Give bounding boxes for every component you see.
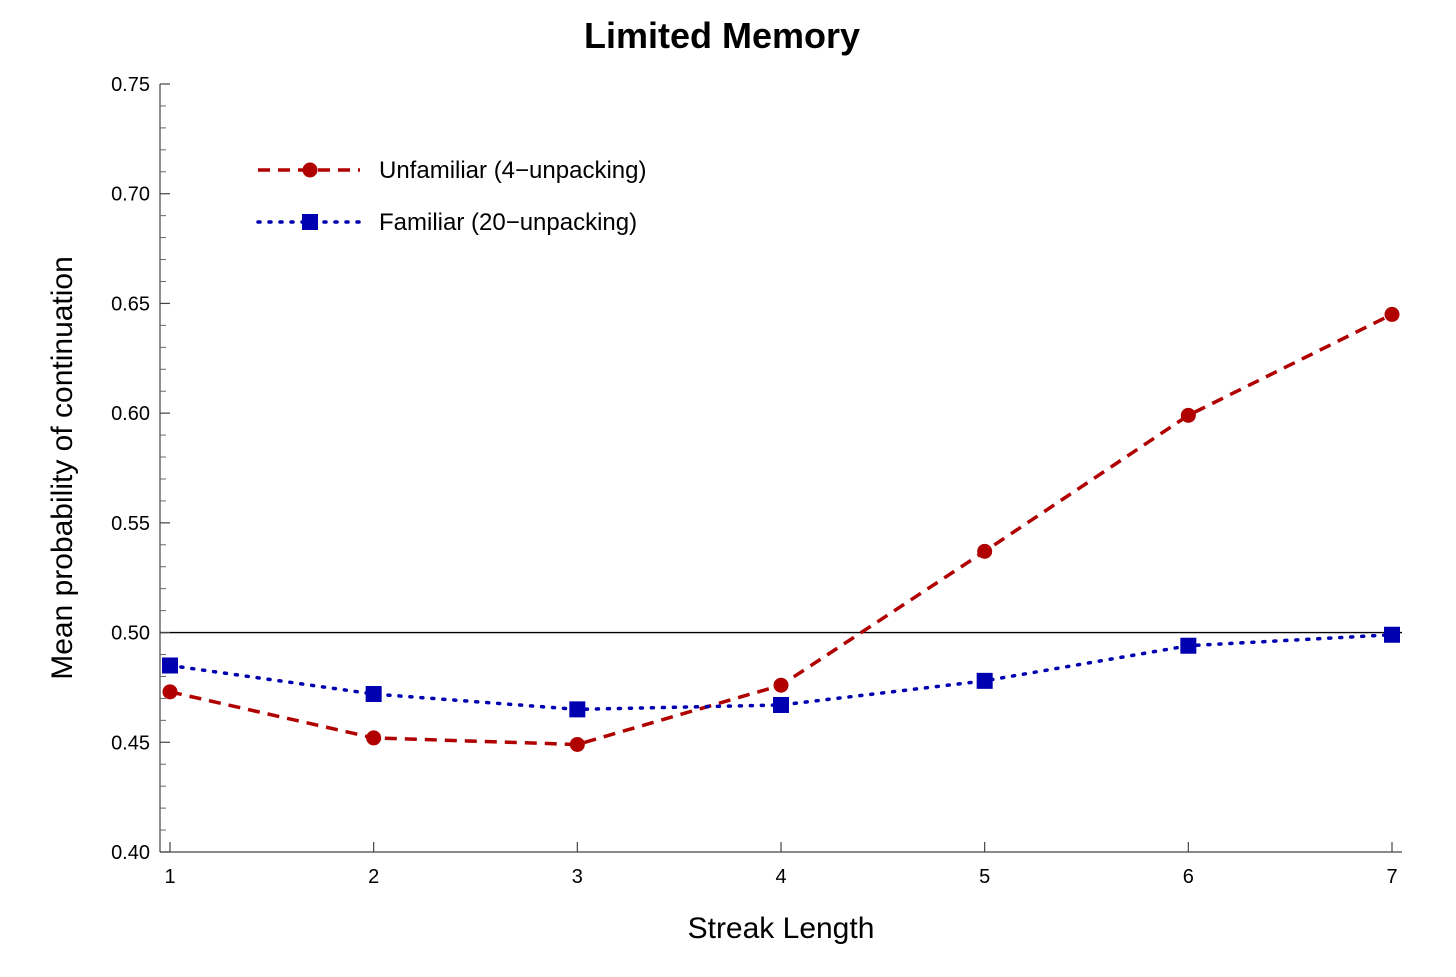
legend-label: Familiar (20−unpacking) <box>379 209 637 236</box>
y-tick-label: 0.50 <box>111 623 150 645</box>
y-axis-ticks: 0.40 0.45 0.50 0.55 0.60 0.65 0.70 0.75 <box>111 74 170 864</box>
plot-frame <box>159 84 1402 853</box>
data-point <box>976 672 993 689</box>
legend-label: Unfamiliar (4−unpacking) <box>379 157 646 184</box>
x-tick-label: 5 <box>979 866 990 888</box>
legend-marker <box>302 162 318 178</box>
y-axis-label: Mean probability of continuation <box>46 256 79 680</box>
chart-title: Limited Memory <box>584 15 860 56</box>
x-axis-ticks: 1 2 3 4 5 6 7 <box>164 842 1398 888</box>
x-tick-label: 3 <box>572 866 583 888</box>
x-axis-label: Streak Length <box>688 912 875 945</box>
legend-item: Familiar (20−unpacking) <box>256 209 637 236</box>
x-tick-label: 1 <box>164 866 175 888</box>
data-point <box>977 543 993 559</box>
series-layer <box>162 306 1400 752</box>
y-tick-label: 0.70 <box>111 184 150 206</box>
data-point <box>366 730 382 746</box>
data-point <box>773 696 789 713</box>
data-point <box>162 657 178 674</box>
data-point <box>162 684 178 700</box>
x-tick-label: 2 <box>368 866 379 888</box>
series-2 <box>162 626 1400 718</box>
y-tick-label: 0.55 <box>111 513 150 535</box>
data-point <box>1180 637 1197 654</box>
y-tick-label: 0.40 <box>111 842 150 864</box>
y-tick-label: 0.60 <box>111 403 150 425</box>
y-tick-label: 0.75 <box>111 74 150 96</box>
legend: Unfamiliar (4−unpacking) Familiar (20−unp… <box>256 157 646 236</box>
x-tick-label: 4 <box>775 866 786 888</box>
data-point <box>365 686 382 703</box>
x-tick-label: 7 <box>1386 866 1397 888</box>
data-point <box>1384 306 1400 322</box>
legend-marker <box>302 214 318 230</box>
data-point <box>1384 626 1400 643</box>
x-tick-label: 6 <box>1183 866 1194 888</box>
y-tick-label: 0.45 <box>111 732 150 754</box>
data-point <box>1180 407 1196 423</box>
series-1 <box>162 306 1400 752</box>
data-point <box>773 677 789 693</box>
data-point <box>569 701 586 718</box>
legend-item: Unfamiliar (4−unpacking) <box>258 157 646 184</box>
y-tick-label: 0.65 <box>111 293 150 315</box>
data-point <box>569 736 585 752</box>
